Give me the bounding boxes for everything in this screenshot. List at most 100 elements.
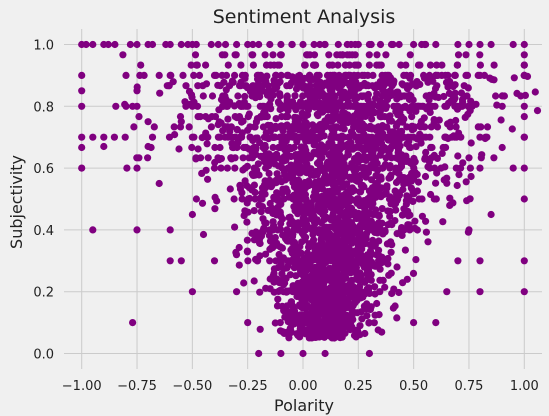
data-point [401, 246, 409, 254]
data-point [427, 190, 435, 199]
data-point [272, 115, 280, 123]
data-point [214, 154, 222, 162]
data-point [422, 92, 430, 100]
data-point [333, 113, 341, 121]
data-point [334, 154, 342, 162]
data-point [369, 71, 377, 79]
data-point [520, 288, 528, 296]
data-point [268, 226, 276, 234]
data-point [358, 315, 366, 323]
data-point [315, 229, 323, 237]
data-point [292, 106, 300, 114]
data-point [410, 174, 418, 182]
data-point [357, 92, 365, 100]
data-point [384, 221, 392, 229]
data-point [148, 133, 157, 141]
data-point [476, 61, 484, 69]
data-point [266, 92, 274, 100]
data-point [298, 164, 306, 172]
data-point [371, 290, 379, 298]
data-point [310, 218, 318, 226]
data-point [122, 71, 130, 79]
data-point [264, 82, 272, 90]
data-point [347, 278, 355, 286]
data-point [334, 102, 342, 110]
data-point [420, 114, 428, 122]
data-point [432, 179, 440, 187]
data-point [300, 82, 308, 90]
data-point [243, 218, 251, 226]
data-point [407, 143, 415, 152]
data-point [216, 133, 224, 141]
data-point [325, 61, 333, 69]
data-point [420, 71, 428, 79]
x-tick-label: −0.75 [117, 379, 157, 394]
data-point [347, 253, 355, 261]
data-point [252, 228, 260, 236]
data-point [274, 195, 282, 203]
data-point [188, 210, 196, 219]
data-point [365, 154, 373, 162]
data-point [288, 238, 296, 246]
data-point [78, 133, 86, 141]
data-point [445, 99, 453, 107]
data-point [361, 329, 369, 338]
data-point [272, 123, 280, 131]
data-point [281, 113, 289, 121]
data-point [231, 71, 239, 79]
data-point [204, 133, 212, 141]
data-point [375, 212, 383, 220]
data-point [344, 143, 352, 152]
data-point [78, 143, 86, 152]
data-point [299, 40, 307, 49]
data-point [317, 274, 325, 282]
data-point [78, 87, 86, 95]
data-point [520, 71, 528, 79]
data-point [305, 154, 313, 162]
data-point [383, 240, 391, 248]
data-point [274, 295, 282, 303]
data-point [207, 40, 215, 49]
data-point [264, 121, 272, 129]
data-point [365, 319, 373, 327]
data-point [298, 123, 306, 131]
data-point [298, 301, 306, 309]
data-point [232, 251, 241, 259]
data-point [198, 169, 206, 177]
data-point [340, 231, 349, 239]
data-point [520, 102, 528, 110]
data-point [320, 207, 328, 216]
data-point [422, 228, 430, 236]
data-point [357, 288, 365, 296]
data-point [345, 134, 353, 142]
data-point [244, 208, 252, 216]
data-point [216, 143, 224, 152]
data-point [435, 116, 443, 124]
data-point [112, 102, 120, 110]
data-point [278, 102, 286, 110]
data-point [296, 182, 304, 190]
data-point [432, 195, 440, 203]
data-point [177, 257, 185, 265]
data-point [387, 40, 396, 49]
data-point [316, 40, 324, 49]
data-point [277, 71, 285, 79]
data-point [231, 164, 239, 172]
data-point [346, 291, 354, 299]
data-point [318, 195, 326, 203]
data-point [323, 198, 331, 206]
data-point [395, 176, 403, 184]
data-point [365, 124, 373, 133]
data-point [319, 309, 327, 317]
data-point [391, 133, 399, 141]
data-point [408, 102, 416, 110]
data-point [297, 220, 305, 228]
data-point [476, 51, 484, 59]
data-point [394, 143, 403, 152]
data-point [520, 195, 528, 203]
data-point [223, 102, 232, 110]
data-point [135, 113, 143, 121]
data-point [239, 154, 247, 162]
data-point [490, 154, 498, 162]
data-point [387, 200, 395, 208]
